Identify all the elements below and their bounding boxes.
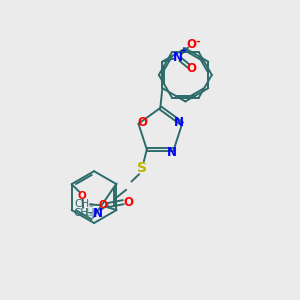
Text: O: O — [77, 191, 86, 201]
Text: +: + — [180, 46, 188, 55]
Text: CH₃: CH₃ — [74, 208, 93, 218]
Text: O: O — [99, 200, 108, 210]
Text: -: - — [195, 37, 200, 47]
Text: N: N — [167, 146, 177, 160]
Text: O: O — [186, 62, 196, 75]
Text: O: O — [186, 38, 196, 51]
Text: O: O — [124, 196, 134, 208]
Text: CH₃: CH₃ — [74, 200, 94, 209]
Text: N: N — [174, 116, 184, 129]
Text: N: N — [173, 51, 183, 64]
Text: S: S — [136, 161, 146, 175]
Text: O: O — [137, 116, 147, 129]
Text: N: N — [93, 207, 103, 220]
Text: H: H — [86, 207, 94, 220]
